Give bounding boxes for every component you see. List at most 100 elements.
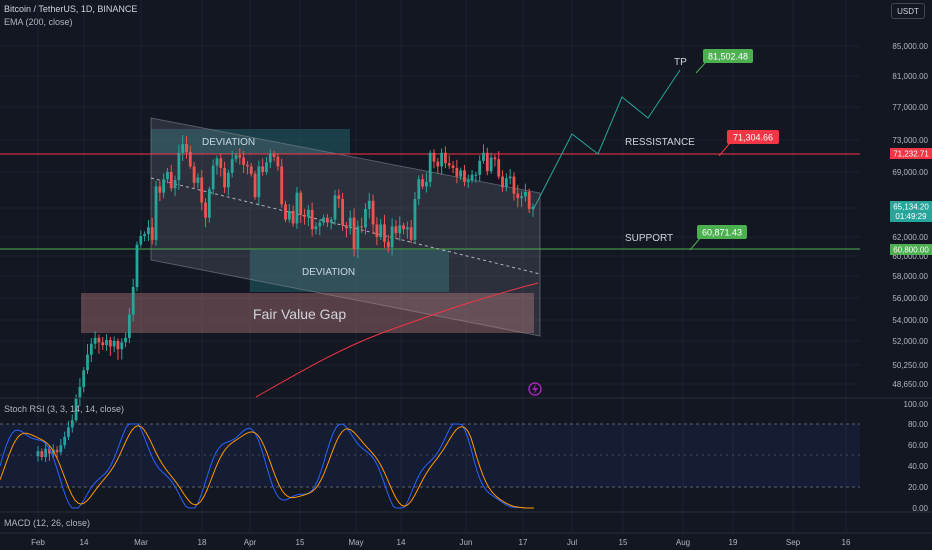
- stoch-tick-label: 40.00: [908, 462, 929, 471]
- candle-body: [67, 427, 70, 437]
- support-price-tag: [890, 244, 932, 255]
- price-tick-label: 58,000.00: [892, 272, 928, 281]
- candle-body: [299, 192, 303, 215]
- stoch-tick-label: 20.00: [908, 483, 929, 492]
- price-tick-label: 62,000.00: [892, 233, 928, 242]
- time-tick-label: 18: [198, 538, 207, 547]
- price-tick-label: 48,650.00: [892, 380, 928, 389]
- candle-body: [436, 161, 440, 167]
- candle-body: [493, 157, 497, 160]
- candle-body: [421, 179, 424, 187]
- candle-body: [173, 180, 177, 189]
- current-price-tag: [890, 201, 932, 222]
- price-tick-label: 81,000.00: [892, 72, 928, 81]
- candle-body: [124, 337, 127, 343]
- alert-bolt-icon[interactable]: [528, 382, 542, 396]
- candle-body: [352, 217, 356, 250]
- candle-body: [181, 144, 185, 153]
- time-tick-label: 14: [80, 538, 89, 547]
- fair-value-gap-zone[interactable]: [81, 293, 534, 333]
- candle-body: [459, 170, 463, 177]
- time-axis: Feb 14 Mar 18 Apr 15 May 14 Jun 17 Jul 15 Aug 19 Sep 16: [31, 538, 851, 547]
- deviation-label-top: DEVIATION: [202, 137, 255, 148]
- candle-body: [261, 166, 265, 172]
- stoch-d-line: [0, 425, 534, 509]
- resistance-label: RESSISTANCE: [625, 137, 695, 148]
- candle-body: [306, 209, 310, 217]
- candle-body: [192, 166, 196, 183]
- candle-body: [466, 180, 470, 182]
- candle-body: [101, 342, 105, 346]
- candle-body: [105, 339, 108, 346]
- time-tick-label: May: [348, 538, 363, 547]
- svg-text:01:49:29: 01:49:29: [895, 212, 927, 221]
- candle-body: [428, 152, 432, 182]
- candle-body: [508, 176, 512, 179]
- deviation-zone-bottom[interactable]: [250, 250, 449, 292]
- candle-body: [341, 199, 345, 226]
- tp-callout-value: 81,502.48: [708, 52, 748, 62]
- time-tick-label: Feb: [31, 538, 45, 547]
- svg-text:60,800.00: 60,800.00: [893, 246, 929, 255]
- candle-body: [78, 386, 82, 398]
- ema-legend[interactable]: EMA (200, close): [4, 17, 73, 27]
- tp-callout[interactable]: [703, 49, 753, 63]
- candle-body: [280, 166, 284, 205]
- stoch-band: [0, 424, 860, 487]
- candle-body: [150, 227, 154, 240]
- time-tick-label: 16: [842, 538, 851, 547]
- symbol-title[interactable]: Bitcoin / TetherUS, 1D, BINANCE: [4, 4, 138, 14]
- candle-body: [314, 226, 318, 230]
- currency-button[interactable]: USDT: [891, 3, 925, 19]
- candle-body: [230, 159, 234, 173]
- candle-body: [360, 226, 364, 228]
- price-tick-label: 60,000.00: [892, 252, 928, 261]
- stoch-rsi-legend[interactable]: Stoch RSI (3, 3, 14, 14, close): [4, 404, 125, 414]
- candle-body: [127, 314, 131, 338]
- candle-body: [303, 214, 306, 217]
- stoch-tick-label: 60.00: [908, 441, 929, 450]
- candle-body: [238, 155, 242, 158]
- candle-body: [413, 199, 417, 240]
- candle-body: [455, 168, 459, 177]
- price-tick-label: 52,000.00: [892, 337, 928, 346]
- price-tick-label: 73,000.00: [892, 136, 928, 145]
- candle-body: [451, 165, 455, 168]
- price-tick-label: 85,000.00: [892, 42, 928, 51]
- macd-legend[interactable]: MACD (12, 26, close): [4, 518, 91, 528]
- projection-path[interactable]: [532, 69, 681, 211]
- candle-body: [272, 153, 276, 157]
- candle-body: [207, 189, 211, 218]
- candle-body: [485, 152, 489, 172]
- candle-body: [489, 157, 493, 172]
- candle-body: [474, 174, 478, 176]
- candle-body: [375, 224, 379, 237]
- candle-body: [295, 192, 299, 224]
- candle-body: [196, 177, 200, 183]
- candle-body: [482, 152, 485, 161]
- candle-body: [139, 236, 143, 245]
- candle-body: [89, 343, 93, 355]
- stoch-k-line: [0, 423, 534, 509]
- candles: [36, 135, 535, 463]
- support-callout[interactable]: [697, 225, 747, 239]
- candle-body: [226, 172, 230, 188]
- candle-body: [276, 156, 280, 167]
- candle-body: [59, 445, 63, 453]
- price-tick-label: 50,250.00: [892, 361, 928, 370]
- candle-body: [36, 451, 40, 457]
- candle-body: [333, 195, 337, 220]
- candle-body: [143, 234, 147, 237]
- candle-body: [409, 227, 413, 240]
- candle-body: [242, 157, 246, 165]
- candle-body: [215, 158, 219, 166]
- resistance-callout[interactable]: [727, 130, 779, 144]
- candle-body: [386, 241, 390, 248]
- candle-body: [108, 339, 112, 347]
- candle-body: [257, 166, 261, 198]
- candle-body: [166, 172, 169, 180]
- svg-text:65,134.20: 65,134.20: [893, 203, 929, 212]
- candle-body: [337, 195, 341, 199]
- candle-body: [253, 173, 257, 198]
